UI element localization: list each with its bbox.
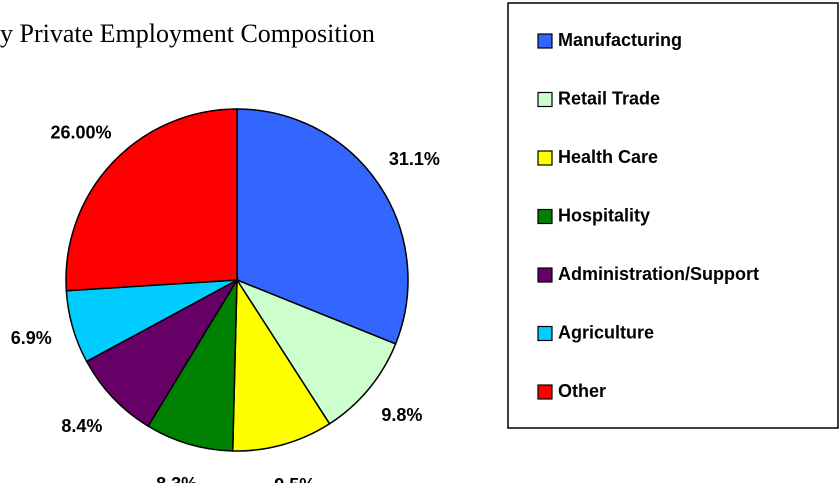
legend-swatch [537, 91, 553, 108]
legend-swatch [537, 208, 553, 225]
data-label: 31.1% [389, 149, 440, 169]
pie-slice [65, 108, 238, 292]
data-label: 6.9% [11, 328, 52, 348]
pie-slice [147, 277, 238, 452]
legend-label: Health Care [558, 147, 658, 167]
legend-box [507, 2, 839, 429]
chart-title: y Private Employment Composition [0, 19, 375, 48]
legend-label: Other [558, 381, 606, 401]
legend-label: Agriculture [558, 322, 654, 342]
legend-label: Manufacturing [558, 30, 682, 50]
legend-label: Retail Trade [558, 88, 660, 108]
data-label: 8.3% [156, 474, 197, 483]
data-label: 26.00% [50, 122, 111, 142]
legend-swatch [537, 267, 553, 283]
data-label: 9.8% [381, 405, 422, 425]
legend-swatch [537, 384, 553, 400]
pie-slice [236, 108, 409, 345]
pie-slice [231, 277, 331, 452]
pie-slice [85, 278, 240, 428]
pie-slice [235, 278, 397, 425]
legend-swatch [537, 325, 553, 342]
legend-label: Administration/Support [558, 264, 759, 284]
legend-swatch [537, 33, 553, 49]
legend-swatch [537, 150, 553, 166]
legend-label: Hospitality [558, 205, 650, 225]
data-label: 9.5% [274, 475, 315, 483]
data-label: 8.4% [61, 416, 102, 436]
